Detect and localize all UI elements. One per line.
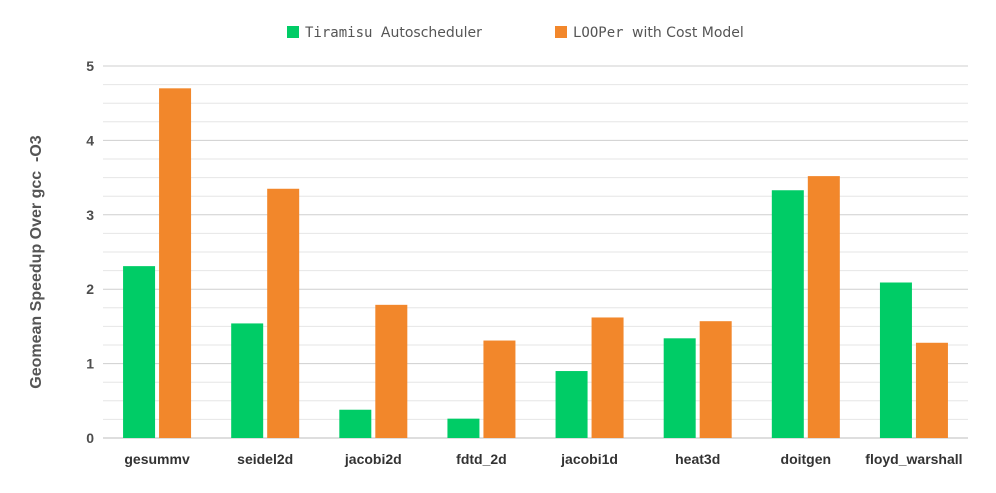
- legend-swatch-looper: [555, 26, 567, 38]
- legend: Tiramisu Autoscheduler LOOPer with Cost …: [287, 25, 744, 41]
- y-tick-label: 5: [86, 58, 94, 74]
- bar-looper-doitgen: [807, 176, 840, 438]
- x-tick-label: jacobi1d: [560, 451, 618, 467]
- legend-label-looper: LOOPer with Cost Model: [573, 25, 744, 41]
- y-tick-label: 2: [86, 281, 94, 297]
- y-tick-label: 1: [86, 356, 94, 372]
- x-tick-label: floyd_warshall: [865, 451, 962, 467]
- legend-entry-tiramisu: Tiramisu Autoscheduler: [287, 25, 482, 41]
- y-tick-label: 0: [86, 430, 94, 446]
- bar-looper-jacobi2d: [375, 304, 408, 438]
- legend-swatch-tiramisu: [287, 26, 299, 38]
- bar-looper-fdtd_2d: [483, 340, 516, 438]
- legend-label-tiramisu: Tiramisu Autoscheduler: [305, 25, 482, 41]
- y-tick-label: 3: [86, 207, 94, 223]
- x-tick-label: heat3d: [675, 451, 720, 467]
- bar-looper-jacobi1d: [591, 317, 624, 438]
- bar-tiramisu-fdtd_2d: [447, 418, 480, 438]
- bar-tiramisu-jacobi2d: [339, 409, 372, 438]
- bars: [123, 88, 948, 438]
- x-tick-label: gesummv: [124, 451, 190, 467]
- bar-tiramisu-floyd_warshall: [879, 282, 912, 438]
- bar-looper-gesummv: [159, 88, 192, 438]
- bar-looper-floyd_warshall: [915, 342, 948, 438]
- x-tick-label: jacobi2d: [344, 451, 402, 467]
- bar-tiramisu-gesummv: [123, 266, 156, 438]
- x-axis-ticks: gesummv seidel2d jacobi2d fdtd_2d jacobi1d he…: [124, 451, 962, 467]
- bar-tiramisu-doitgen: [771, 190, 804, 438]
- bar-looper-heat3d: [699, 321, 732, 438]
- bar-tiramisu-heat3d: [663, 338, 696, 438]
- x-tick-label: seidel2d: [237, 451, 293, 467]
- x-tick-label: fdtd_2d: [456, 451, 507, 467]
- x-tick-label: doitgen: [781, 451, 832, 467]
- y-axis-ticks: 0 1 2 3 4 5: [86, 58, 94, 446]
- bar-looper-seidel2d: [267, 188, 300, 438]
- bar-tiramisu-jacobi1d: [555, 371, 588, 438]
- y-tick-label: 4: [86, 132, 94, 148]
- legend-entry-looper: LOOPer with Cost Model: [555, 25, 744, 41]
- y-axis-title: Geomean Speedup Over gcc -O3: [28, 135, 45, 389]
- bar-tiramisu-seidel2d: [231, 323, 264, 438]
